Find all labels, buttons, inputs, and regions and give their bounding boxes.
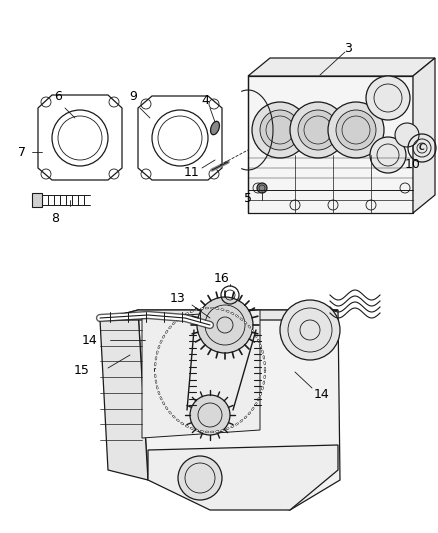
Text: 14: 14 xyxy=(82,334,98,346)
Circle shape xyxy=(280,300,340,360)
Text: 15: 15 xyxy=(74,364,90,376)
Circle shape xyxy=(260,110,300,150)
Circle shape xyxy=(178,456,222,500)
Circle shape xyxy=(328,102,384,158)
Text: 10: 10 xyxy=(405,158,421,172)
Circle shape xyxy=(190,395,230,435)
Polygon shape xyxy=(413,58,435,213)
Circle shape xyxy=(197,297,253,353)
Text: 8: 8 xyxy=(51,212,59,224)
Text: 3: 3 xyxy=(344,42,352,54)
Text: 6: 6 xyxy=(54,91,62,103)
Text: 5: 5 xyxy=(244,191,252,205)
Polygon shape xyxy=(248,76,413,213)
Text: 11: 11 xyxy=(184,166,200,180)
Polygon shape xyxy=(32,193,42,207)
Circle shape xyxy=(370,137,406,173)
Text: 4: 4 xyxy=(201,93,209,107)
Text: 9: 9 xyxy=(129,91,137,103)
Polygon shape xyxy=(142,310,260,438)
Circle shape xyxy=(257,183,267,193)
Text: 14: 14 xyxy=(314,389,330,401)
Text: 13: 13 xyxy=(170,292,186,304)
Circle shape xyxy=(366,76,410,120)
Polygon shape xyxy=(100,310,338,320)
Polygon shape xyxy=(100,310,148,480)
Polygon shape xyxy=(138,310,340,510)
Polygon shape xyxy=(148,445,338,510)
Circle shape xyxy=(336,110,376,150)
Circle shape xyxy=(290,102,346,158)
Circle shape xyxy=(298,110,338,150)
Text: 16: 16 xyxy=(214,271,230,285)
Text: 7: 7 xyxy=(18,146,26,158)
Circle shape xyxy=(252,102,308,158)
Text: C: C xyxy=(419,143,425,152)
Polygon shape xyxy=(248,58,435,76)
Ellipse shape xyxy=(211,122,219,135)
Circle shape xyxy=(395,123,419,147)
